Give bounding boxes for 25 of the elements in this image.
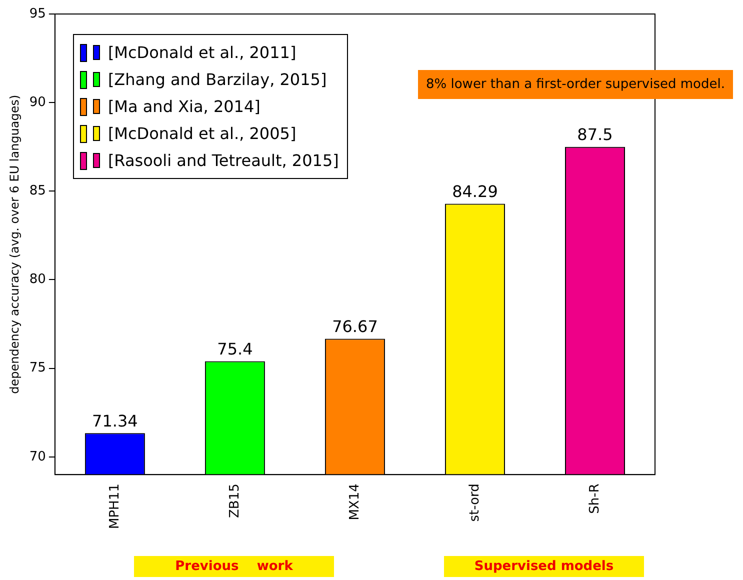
data-label: 75.4 [217, 339, 253, 358]
y-tick-label: 95 [29, 6, 46, 22]
x-tick-label: st-ord [467, 484, 482, 522]
y-tick-label: 70 [29, 449, 46, 464]
y-tick-label: 80 [29, 272, 46, 288]
legend-label: [Rasooli and Tetreault, 2015] [108, 150, 339, 172]
y-tick-label: 75 [29, 360, 46, 376]
legend-label: [Ma and Xia, 2014] [108, 96, 260, 118]
data-label: 76.67 [332, 316, 378, 336]
x-tick-label: MPH11 [107, 484, 122, 529]
x-tick-label: MX14 [347, 484, 362, 520]
x-tick-label: ZB15 [227, 484, 242, 518]
y-tick-label: 90 [29, 94, 46, 110]
text: Previous work [134, 556, 334, 577]
data-label: 87.5 [577, 125, 613, 144]
legend-label: [Zhang and Barzilay, 2015] [108, 69, 327, 91]
annotation: 8% lower than a first-order supervised model. [418, 70, 733, 99]
legend-label: [McDonald et al., 2011] [108, 42, 296, 64]
legend-label: [McDonald et al., 2005] [108, 123, 296, 145]
x-tick-label: Sh-R [587, 484, 602, 514]
data-label: 71.34 [92, 411, 138, 430]
data-label: 84.29 [452, 182, 498, 201]
text: Supervised models [444, 556, 644, 577]
y-axis-title: dependency accuracy (avg. over 6 EU languages) [7, 94, 22, 394]
y-tick-label: 85 [29, 184, 46, 199]
